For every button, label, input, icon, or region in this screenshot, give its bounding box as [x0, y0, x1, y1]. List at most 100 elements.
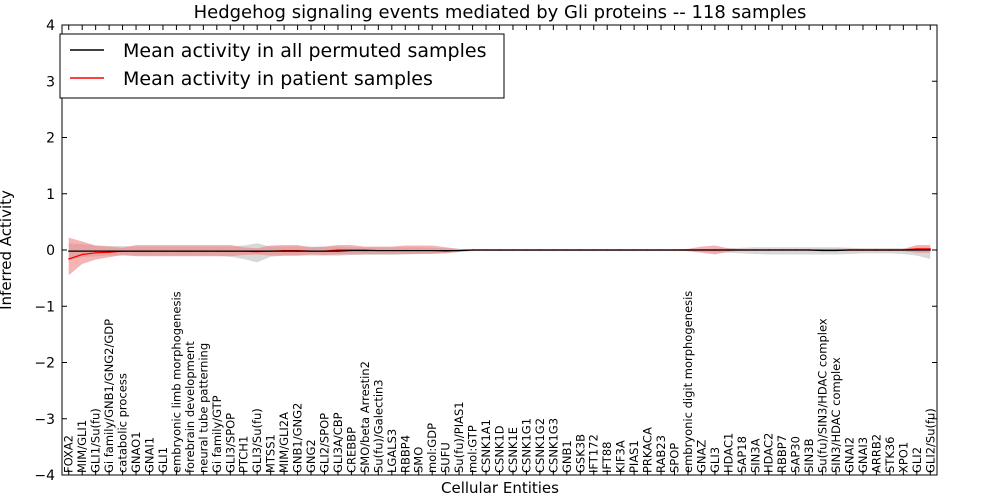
data-point: [512, 249, 514, 251]
data-point: [283, 250, 285, 252]
data-point: [95, 250, 97, 252]
data-point: [633, 249, 635, 251]
data-point: [889, 249, 891, 251]
category-label: GLI3: [708, 447, 722, 473]
category-label: SMO: [412, 447, 426, 473]
category-label: GNAI2: [843, 437, 857, 473]
data-point: [296, 250, 299, 252]
legend-label-0: Mean activity in all permuted samples: [123, 40, 486, 62]
category-label: embryonic limb morphogenesis: [169, 291, 183, 473]
data-point: [902, 249, 904, 251]
data-point: [202, 250, 204, 252]
y-tick-label: 0: [46, 243, 55, 259]
data-point: [81, 253, 83, 256]
data-point: [566, 249, 568, 251]
y-tick-label: 1: [46, 187, 55, 203]
data-point: [337, 249, 339, 251]
category-label: SAP18: [735, 436, 749, 473]
data-point: [445, 249, 447, 252]
y-axis-label: Inferred Activity: [0, 190, 15, 310]
category-label: GNB1: [560, 440, 574, 473]
chart-title: Hedgehog signaling events mediated by Gl…: [194, 2, 807, 23]
data-point: [270, 250, 272, 252]
category-label: MTSS1: [264, 434, 278, 473]
category-label: GNAZ: [694, 440, 708, 473]
data-point: [350, 249, 353, 252]
data-point: [714, 249, 716, 251]
data-point: [795, 249, 797, 251]
category-label: mol:GDP: [425, 423, 439, 473]
data-point: [471, 249, 474, 251]
legend-box: [59, 33, 505, 99]
category-label: HDAC1: [721, 433, 735, 473]
data-point: [175, 250, 178, 252]
category-label: XPO1: [896, 442, 910, 473]
data-point: [364, 249, 366, 252]
data-point: [727, 249, 729, 251]
y-tick-label: −2: [34, 356, 55, 372]
category-label: SIN3A: [748, 438, 762, 473]
category-label: SPOP: [668, 443, 682, 473]
data-point: [485, 249, 487, 251]
data-point: [646, 249, 649, 251]
category-label: SMO/beta Arrestin2: [358, 361, 372, 473]
category-label: Su(fu)/PIAS1: [452, 401, 466, 473]
category-label: RBBP4: [398, 435, 412, 473]
category-label: CSNK1G3: [546, 418, 560, 473]
category-label: GLI2/SPOP: [318, 413, 332, 473]
data-point: [431, 249, 433, 252]
data-point: [404, 249, 406, 252]
legend-label-1: Mean activity in patient samples: [123, 68, 433, 90]
category-label: CSNK1D: [493, 425, 507, 473]
category-label: GNG2: [304, 439, 318, 473]
data-point: [310, 250, 312, 252]
category-label: SIN3B: [802, 438, 816, 473]
data-point: [768, 249, 770, 251]
category-label: GNB1/GNG2: [291, 403, 305, 473]
y-tick-label: −1: [34, 299, 55, 315]
category-label: GLI1/Su(fu): [89, 408, 103, 473]
category-label: GLI1: [156, 447, 170, 473]
data-point: [243, 250, 245, 252]
legend: Mean activity in all permuted samples Mea…: [59, 33, 505, 99]
data-point: [700, 249, 703, 251]
data-point: [593, 249, 595, 251]
data-point: [862, 249, 864, 251]
category-label: CSNK1G2: [533, 418, 547, 473]
data-point: [552, 249, 554, 251]
y-tick-label: 4: [46, 18, 55, 34]
category-label: MIM/GLI1: [75, 420, 89, 473]
y-tick-label: −4: [34, 468, 55, 484]
category-labels: FOXA2 MIM/GLI1 GLI1/Su(fu) Gi family/GNB1/G…: [62, 291, 938, 473]
data-point: [875, 249, 878, 251]
data-point: [916, 249, 918, 251]
data-point: [108, 250, 110, 252]
category-label: CSNK1E: [506, 427, 520, 473]
series-lines: [68, 248, 931, 260]
confidence-bands: [68, 237, 931, 276]
data-point: [929, 248, 931, 250]
category-label: neural tube patterning: [196, 343, 210, 473]
data-point: [458, 249, 460, 252]
category-label: forebrain development: [183, 341, 197, 473]
data-point: [337, 250, 339, 252]
data-point: [162, 250, 164, 252]
category-label: IFT88: [600, 442, 614, 473]
category-label: Gi family/GNB1/GNG2/GDP: [102, 319, 116, 473]
data-point: [579, 249, 581, 251]
category-label: GNAO1: [129, 431, 143, 473]
y-tick-label: −3: [34, 412, 55, 428]
category-label: GNAI1: [143, 437, 157, 473]
data-point: [256, 250, 258, 252]
category-label: MIM/GLI2A: [277, 412, 291, 473]
category-label: mol:GTP: [466, 425, 480, 473]
category-label: CSNK1G1: [519, 418, 533, 473]
y-tick-label: 2: [46, 131, 55, 147]
category-label: GLI3/SPOP: [223, 413, 237, 473]
category-label: ARRB2: [869, 434, 883, 473]
category-label: STK36: [883, 436, 897, 473]
category-label: GSK3B: [573, 434, 587, 473]
category-label: CSNK1A1: [479, 419, 493, 473]
category-label: GLI2/Su(fu): [923, 408, 937, 473]
